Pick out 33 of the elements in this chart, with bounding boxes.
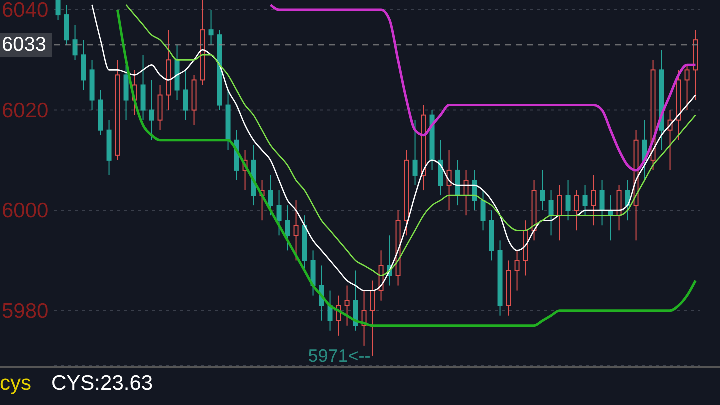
candlestick [600,180,605,226]
candlestick [582,185,588,216]
candlestick [268,174,274,216]
candlestick [285,205,290,252]
line-series [116,8,697,328]
candlestick [370,280,376,356]
candlestick [412,120,418,186]
candlestick [276,190,282,236]
candlestick [591,174,596,226]
candlestick [149,80,154,141]
candlestick [557,185,562,242]
ref-line-label: 6033 [0,33,52,58]
candlestick [514,250,520,292]
candlestick [684,64,690,111]
y-tick-label: 6040 [2,0,49,22]
y-tick-label: 6000 [2,200,49,223]
annotation: 5971<-- [308,346,371,366]
line-series [270,4,697,172]
text: CYS:23.63 [52,372,154,396]
candlestick [540,170,546,212]
candlestick [344,285,350,326]
candlestick [56,0,61,21]
candlestick [574,190,580,232]
candlestick [208,10,214,46]
candlestick [548,190,554,236]
candlestick [294,200,299,262]
candlestick [480,190,486,232]
text: cys [0,372,32,396]
y-tick-label: 5980 [2,300,49,323]
candlestick [72,24,78,61]
candlestick [183,70,188,121]
y-tick-label: 6020 [2,99,49,122]
candlestick [566,180,571,222]
